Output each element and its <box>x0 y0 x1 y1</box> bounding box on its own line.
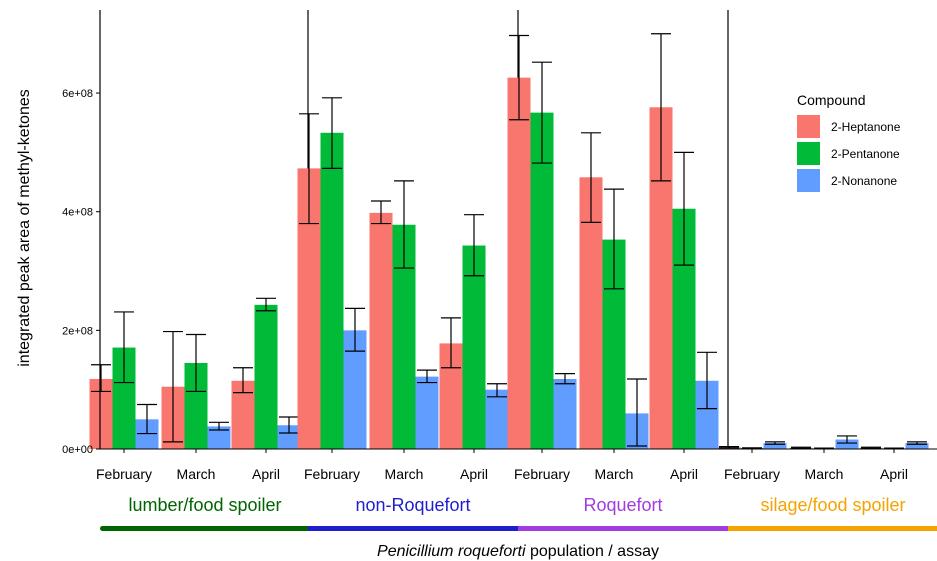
panel: February March April Roquefort <box>507 10 728 531</box>
bar <box>485 389 509 449</box>
bar <box>277 425 301 449</box>
panel: February March April lumber/food spoiler <box>89 297 310 531</box>
population-label: lumber/food spoiler <box>128 495 281 515</box>
population-band <box>308 526 518 531</box>
y-tick-label: 4e+08 <box>62 207 93 219</box>
bar <box>579 177 603 449</box>
x-tick-label: March <box>385 466 424 482</box>
x-axis-title-group: Penicillium roqueforti population / assa… <box>377 543 659 560</box>
legend-swatch <box>797 142 820 165</box>
bar <box>89 378 113 449</box>
panel: February March April silage/food spoiler <box>717 10 937 531</box>
bar <box>415 376 439 449</box>
bar <box>835 439 859 449</box>
panel: February March April non-Roquefort <box>297 10 518 531</box>
population-label: silage/food spoiler <box>760 495 905 515</box>
bar <box>507 77 531 449</box>
legend-swatch <box>797 115 820 138</box>
y-tick-label: 0e+00 <box>62 444 93 456</box>
x-tick-label: April <box>252 466 280 482</box>
bar <box>530 112 554 450</box>
population-band <box>518 526 728 531</box>
x-tick-label: February <box>96 466 152 482</box>
x-tick-label: February <box>514 466 570 482</box>
population-label: Roquefort <box>583 495 662 515</box>
bar <box>184 362 208 449</box>
bar <box>553 378 577 449</box>
bar <box>672 208 696 449</box>
legend-label: 2-Pentanone <box>831 147 900 161</box>
legend-title: Compound <box>797 92 866 108</box>
bar <box>905 443 929 449</box>
y-tick-label: 6e+08 <box>62 88 93 100</box>
bar <box>649 107 673 449</box>
x-axis-title-rest: population / assay <box>526 543 659 560</box>
bar <box>207 426 231 449</box>
bar <box>112 347 136 449</box>
bar <box>369 212 393 449</box>
bar <box>602 239 626 449</box>
population-band <box>728 526 937 531</box>
x-tick-label: April <box>460 466 488 482</box>
bar <box>763 443 787 449</box>
x-tick-label: April <box>670 466 698 482</box>
bar <box>343 330 367 449</box>
x-tick-label: April <box>880 466 908 482</box>
bar <box>695 380 719 449</box>
legend: Compound 2-Heptanone 2-Pentanone 2-Nonanone <box>797 92 901 192</box>
x-tick-label: March <box>595 466 634 482</box>
legend-swatch <box>797 169 820 192</box>
y-axis: 0e+00 2e+08 4e+08 6e+08 <box>62 10 101 456</box>
x-tick-label: March <box>805 466 844 482</box>
population-label: non-Roquefort <box>355 495 470 515</box>
y-tick-label: 2e+08 <box>62 325 93 337</box>
x-axis-title: Penicillium roqueforti population / assa… <box>377 543 659 560</box>
x-axis-title-italic: Penicillium roqueforti <box>377 543 526 560</box>
bar <box>254 304 278 449</box>
bar <box>320 132 344 450</box>
x-tick-label: February <box>304 466 360 482</box>
x-tick-label: February <box>724 466 780 482</box>
bar <box>392 224 416 449</box>
bar <box>439 343 463 449</box>
bar <box>462 245 486 449</box>
population-band <box>100 526 310 531</box>
bar <box>231 380 255 449</box>
bar <box>297 168 321 450</box>
legend-label: 2-Heptanone <box>831 120 901 134</box>
y-axis-title: integrated peak area of methyl-ketones <box>16 89 33 367</box>
legend-label: 2-Nonanone <box>831 174 897 188</box>
x-tick-label: March <box>177 466 216 482</box>
